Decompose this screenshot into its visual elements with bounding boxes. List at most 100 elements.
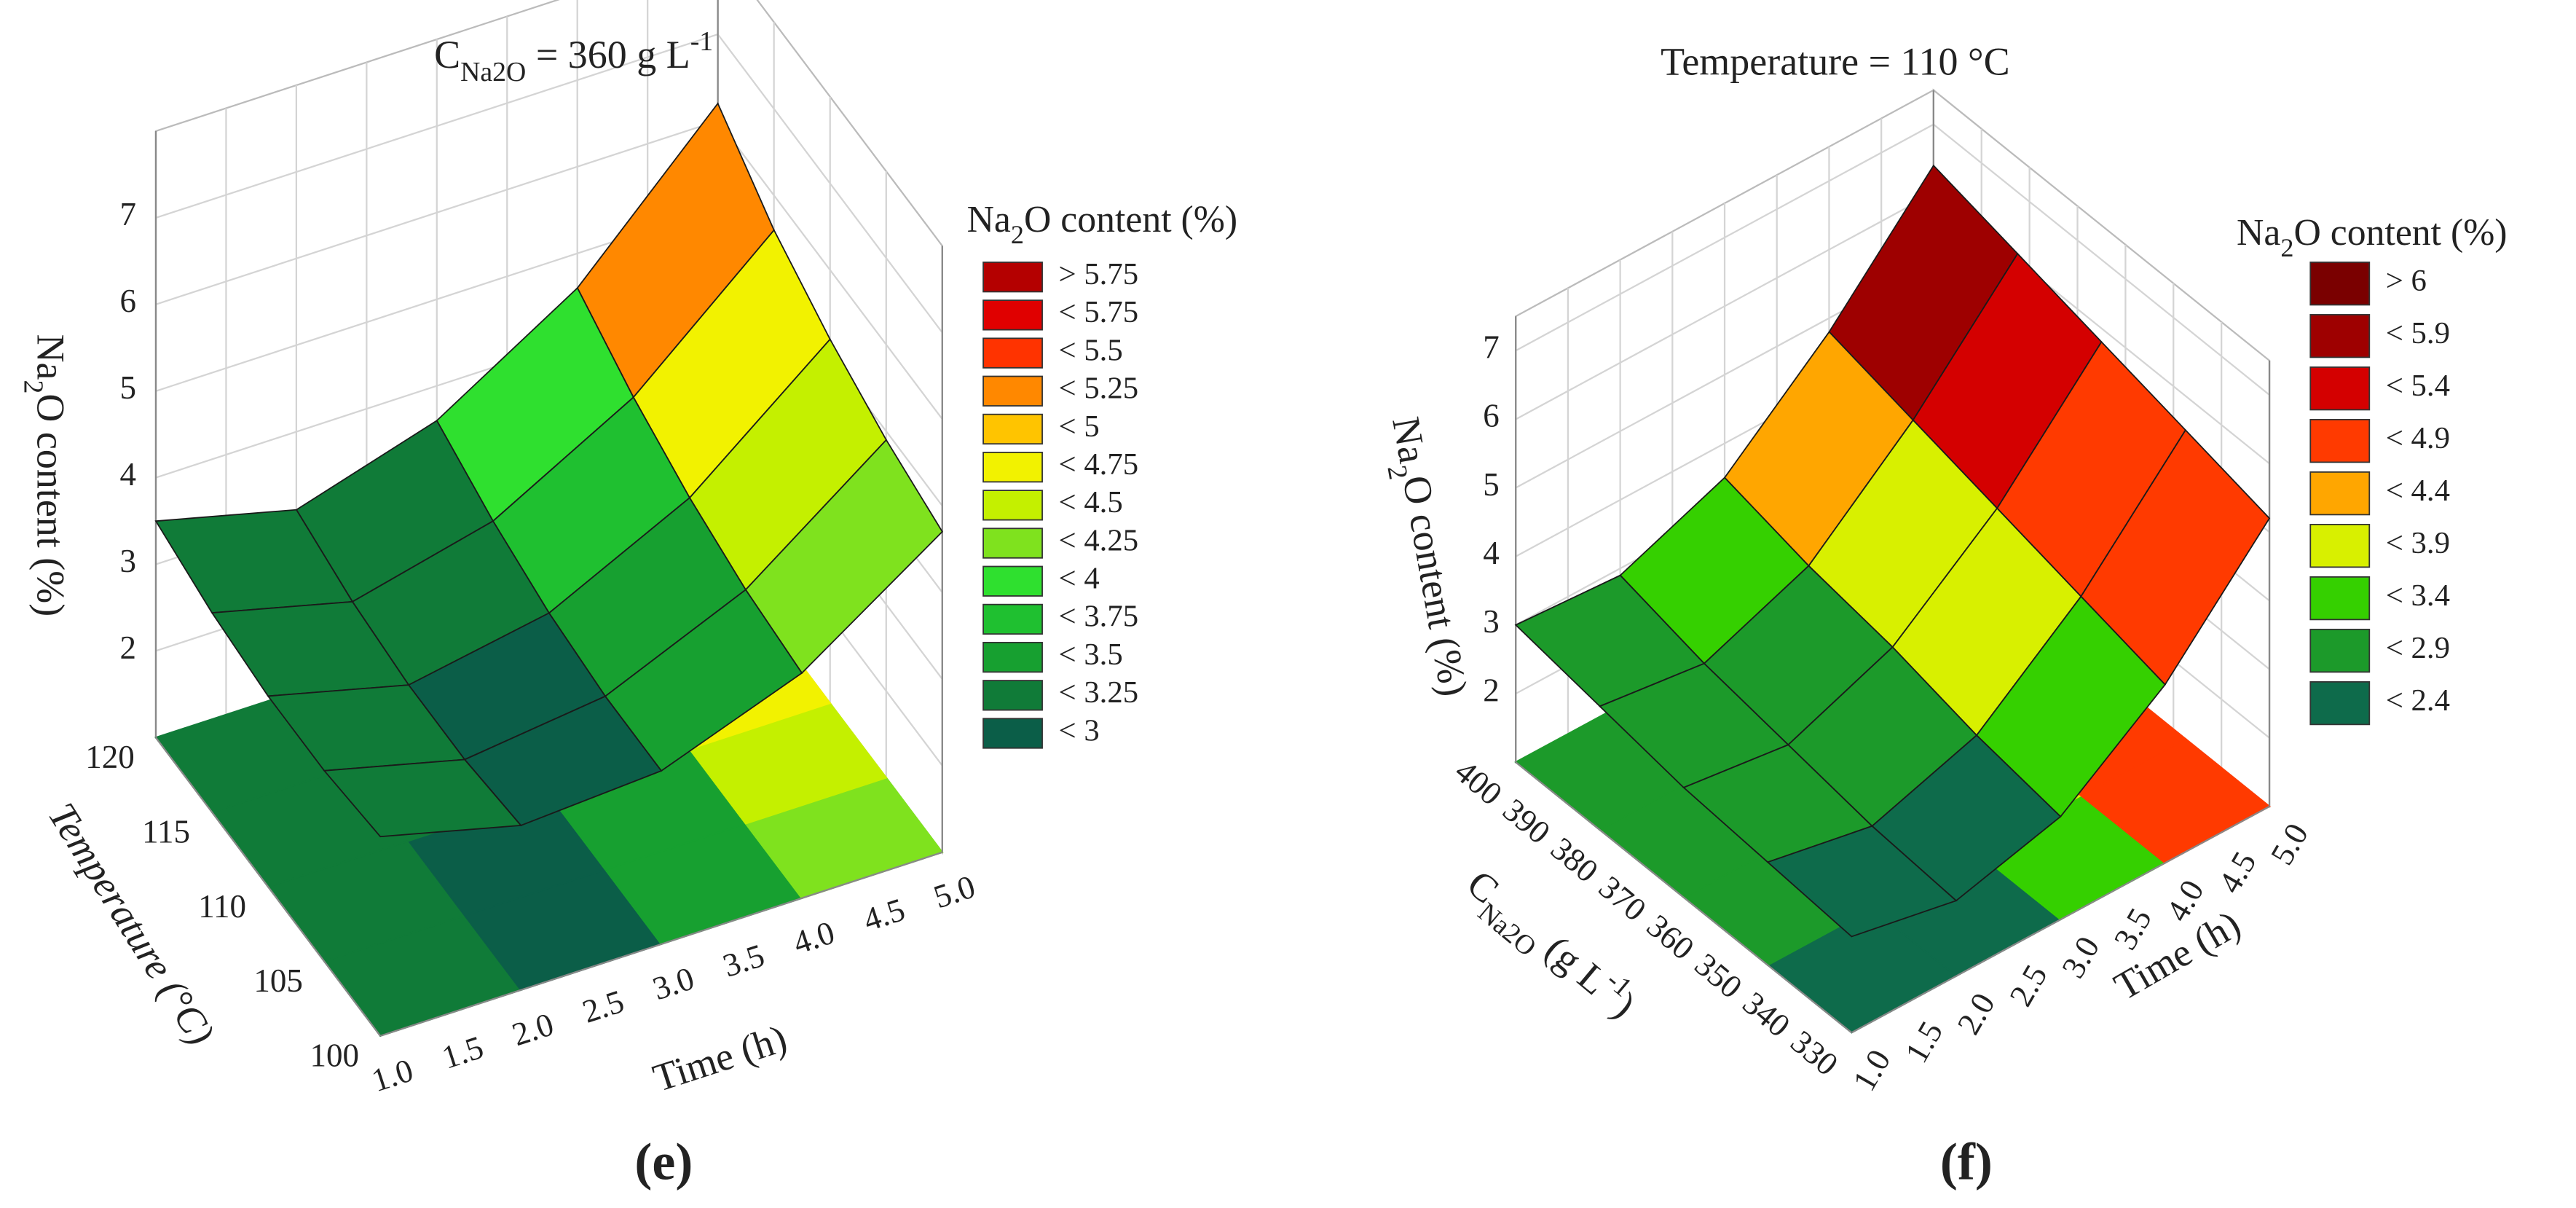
- legend-swatch: [982, 718, 1043, 749]
- x-tick-label: 3.5: [719, 937, 769, 984]
- legend-label: < 4.9: [2386, 421, 2450, 455]
- legend-label: < 3.9: [2386, 526, 2450, 560]
- z-tick-label: 6: [1483, 398, 1500, 434]
- z-label-part: Na: [28, 334, 72, 380]
- axis-line: [155, 737, 382, 1037]
- panel-label: (e): [634, 1132, 693, 1191]
- z-label-part: Na: [1384, 414, 1435, 466]
- x-tick-label: 2.5: [578, 983, 629, 1030]
- z-axis-label: Na2O content (%): [18, 334, 72, 617]
- title-part: = 360 g L: [526, 33, 690, 77]
- legend-swatch: [982, 413, 1043, 445]
- legend-label: < 4.75: [1059, 447, 1139, 482]
- legend-label: < 4.5: [1059, 485, 1123, 519]
- legend-label: < 5.4: [2386, 369, 2450, 403]
- panel-label: (f): [1940, 1132, 1993, 1191]
- legend-title-part: O content (%): [2293, 212, 2507, 254]
- z-tick-label: 4: [119, 456, 136, 493]
- legend-label: < 5: [1059, 409, 1100, 444]
- y-tick-label: 360: [1640, 907, 1701, 967]
- legend-swatch: [982, 337, 1043, 369]
- y-tick-label: 115: [142, 814, 190, 850]
- y-tick-label: 390: [1496, 791, 1557, 851]
- legend-label: < 4.4: [2386, 474, 2450, 508]
- x-tick-label: 4.5: [859, 891, 909, 938]
- legend-title-part: 2: [2280, 233, 2293, 262]
- legend-swatch: [982, 262, 1043, 293]
- legend-swatch: [2309, 366, 2371, 411]
- legend-swatch: [982, 603, 1043, 635]
- z-tick-label: 3: [1483, 603, 1500, 640]
- legend-swatch: [982, 375, 1043, 407]
- axis-line: [379, 851, 943, 1037]
- y-tick-label: 100: [310, 1038, 358, 1074]
- x-tick-label: 5.0: [929, 868, 980, 915]
- legend-swatch: [982, 452, 1043, 483]
- legend-label: < 4: [1059, 562, 1100, 596]
- y-tick-label: 340: [1736, 984, 1797, 1044]
- legend-swatch: [982, 565, 1043, 597]
- x-tick-label: 3.0: [2055, 930, 2106, 984]
- z-tick-label: 2: [1483, 672, 1500, 708]
- z-label-part: O content (%): [28, 393, 72, 616]
- x-tick-label: 1.5: [438, 1029, 488, 1076]
- legend-swatch: [2309, 471, 2371, 516]
- legend-swatch: [2309, 628, 2371, 673]
- y-tick-label: 330: [1784, 1023, 1845, 1083]
- y-tick-label: 350: [1688, 946, 1749, 1005]
- z-tick-label: 2: [119, 630, 136, 666]
- z-tick-label: 3: [119, 543, 136, 579]
- y-tick-label: 370: [1592, 868, 1653, 928]
- legend-label: > 6: [2386, 264, 2427, 298]
- legend-label: < 3.75: [1059, 600, 1139, 634]
- legend-swatch: [2309, 262, 2371, 306]
- legend-label: < 2.9: [2386, 631, 2450, 665]
- legend-label: < 5.9: [2386, 316, 2450, 350]
- x-tick-label: 2.5: [2002, 959, 2054, 1013]
- surface-patch: [1766, 825, 1958, 938]
- y-tick-label: 120: [85, 739, 134, 775]
- chart-title: Temperature = 110 °C: [1661, 39, 2009, 83]
- legend-title: Na2O content (%): [967, 199, 1237, 249]
- legend-label: < 5.75: [1059, 295, 1139, 329]
- legend-title-part: O content (%): [1024, 199, 1237, 240]
- legend-label: < 4.25: [1059, 523, 1139, 557]
- legend-swatch: [2309, 314, 2371, 358]
- legend-title-part: Na: [967, 199, 1011, 240]
- title-part: -1: [690, 26, 713, 57]
- title-part: C: [434, 33, 460, 77]
- legend-swatch: [2309, 681, 2371, 726]
- legend-swatch: [982, 527, 1043, 559]
- legend-swatch: [2309, 523, 2371, 568]
- y-tick-label: 380: [1544, 830, 1605, 890]
- x-tick-label: 3.0: [648, 960, 698, 1007]
- title-part: Na2O: [460, 57, 526, 87]
- z-tick-label: 4: [1483, 535, 1500, 571]
- x-tick-label: 1.0: [367, 1051, 417, 1099]
- chart-title: CNa2O = 360 g L-1: [434, 26, 713, 87]
- legend-label: < 2.4: [2386, 683, 2450, 718]
- x-tick-label: 4.5: [2211, 845, 2263, 899]
- legend-swatch: [982, 299, 1043, 331]
- legend-label: < 3.25: [1059, 675, 1139, 710]
- x-tick-label: 2.0: [508, 1005, 558, 1053]
- legend-title-part: Na: [2237, 212, 2280, 254]
- z-tick-label: 7: [119, 196, 136, 232]
- x-axis-label: Time (h): [647, 1016, 792, 1100]
- x-tick-label: 2.0: [1950, 987, 2002, 1040]
- x-tick-label: 5.0: [2264, 817, 2315, 871]
- legend-label: > 5.75: [1059, 257, 1139, 291]
- z-tick-label: 7: [1483, 329, 1500, 366]
- z-tick-label: 5: [119, 369, 136, 406]
- y-tick-label: 105: [253, 962, 302, 999]
- y-axis-label: Temperature (°C): [40, 795, 224, 1052]
- legend-title: Na2O content (%): [2237, 212, 2507, 262]
- x-tick-label: 4.0: [789, 914, 839, 961]
- z-tick-label: 5: [1483, 466, 1500, 503]
- y-tick-label: 110: [198, 888, 246, 925]
- z-label-part: O content (%): [1394, 472, 1476, 699]
- x-tick-label: 1.0: [1846, 1043, 1897, 1097]
